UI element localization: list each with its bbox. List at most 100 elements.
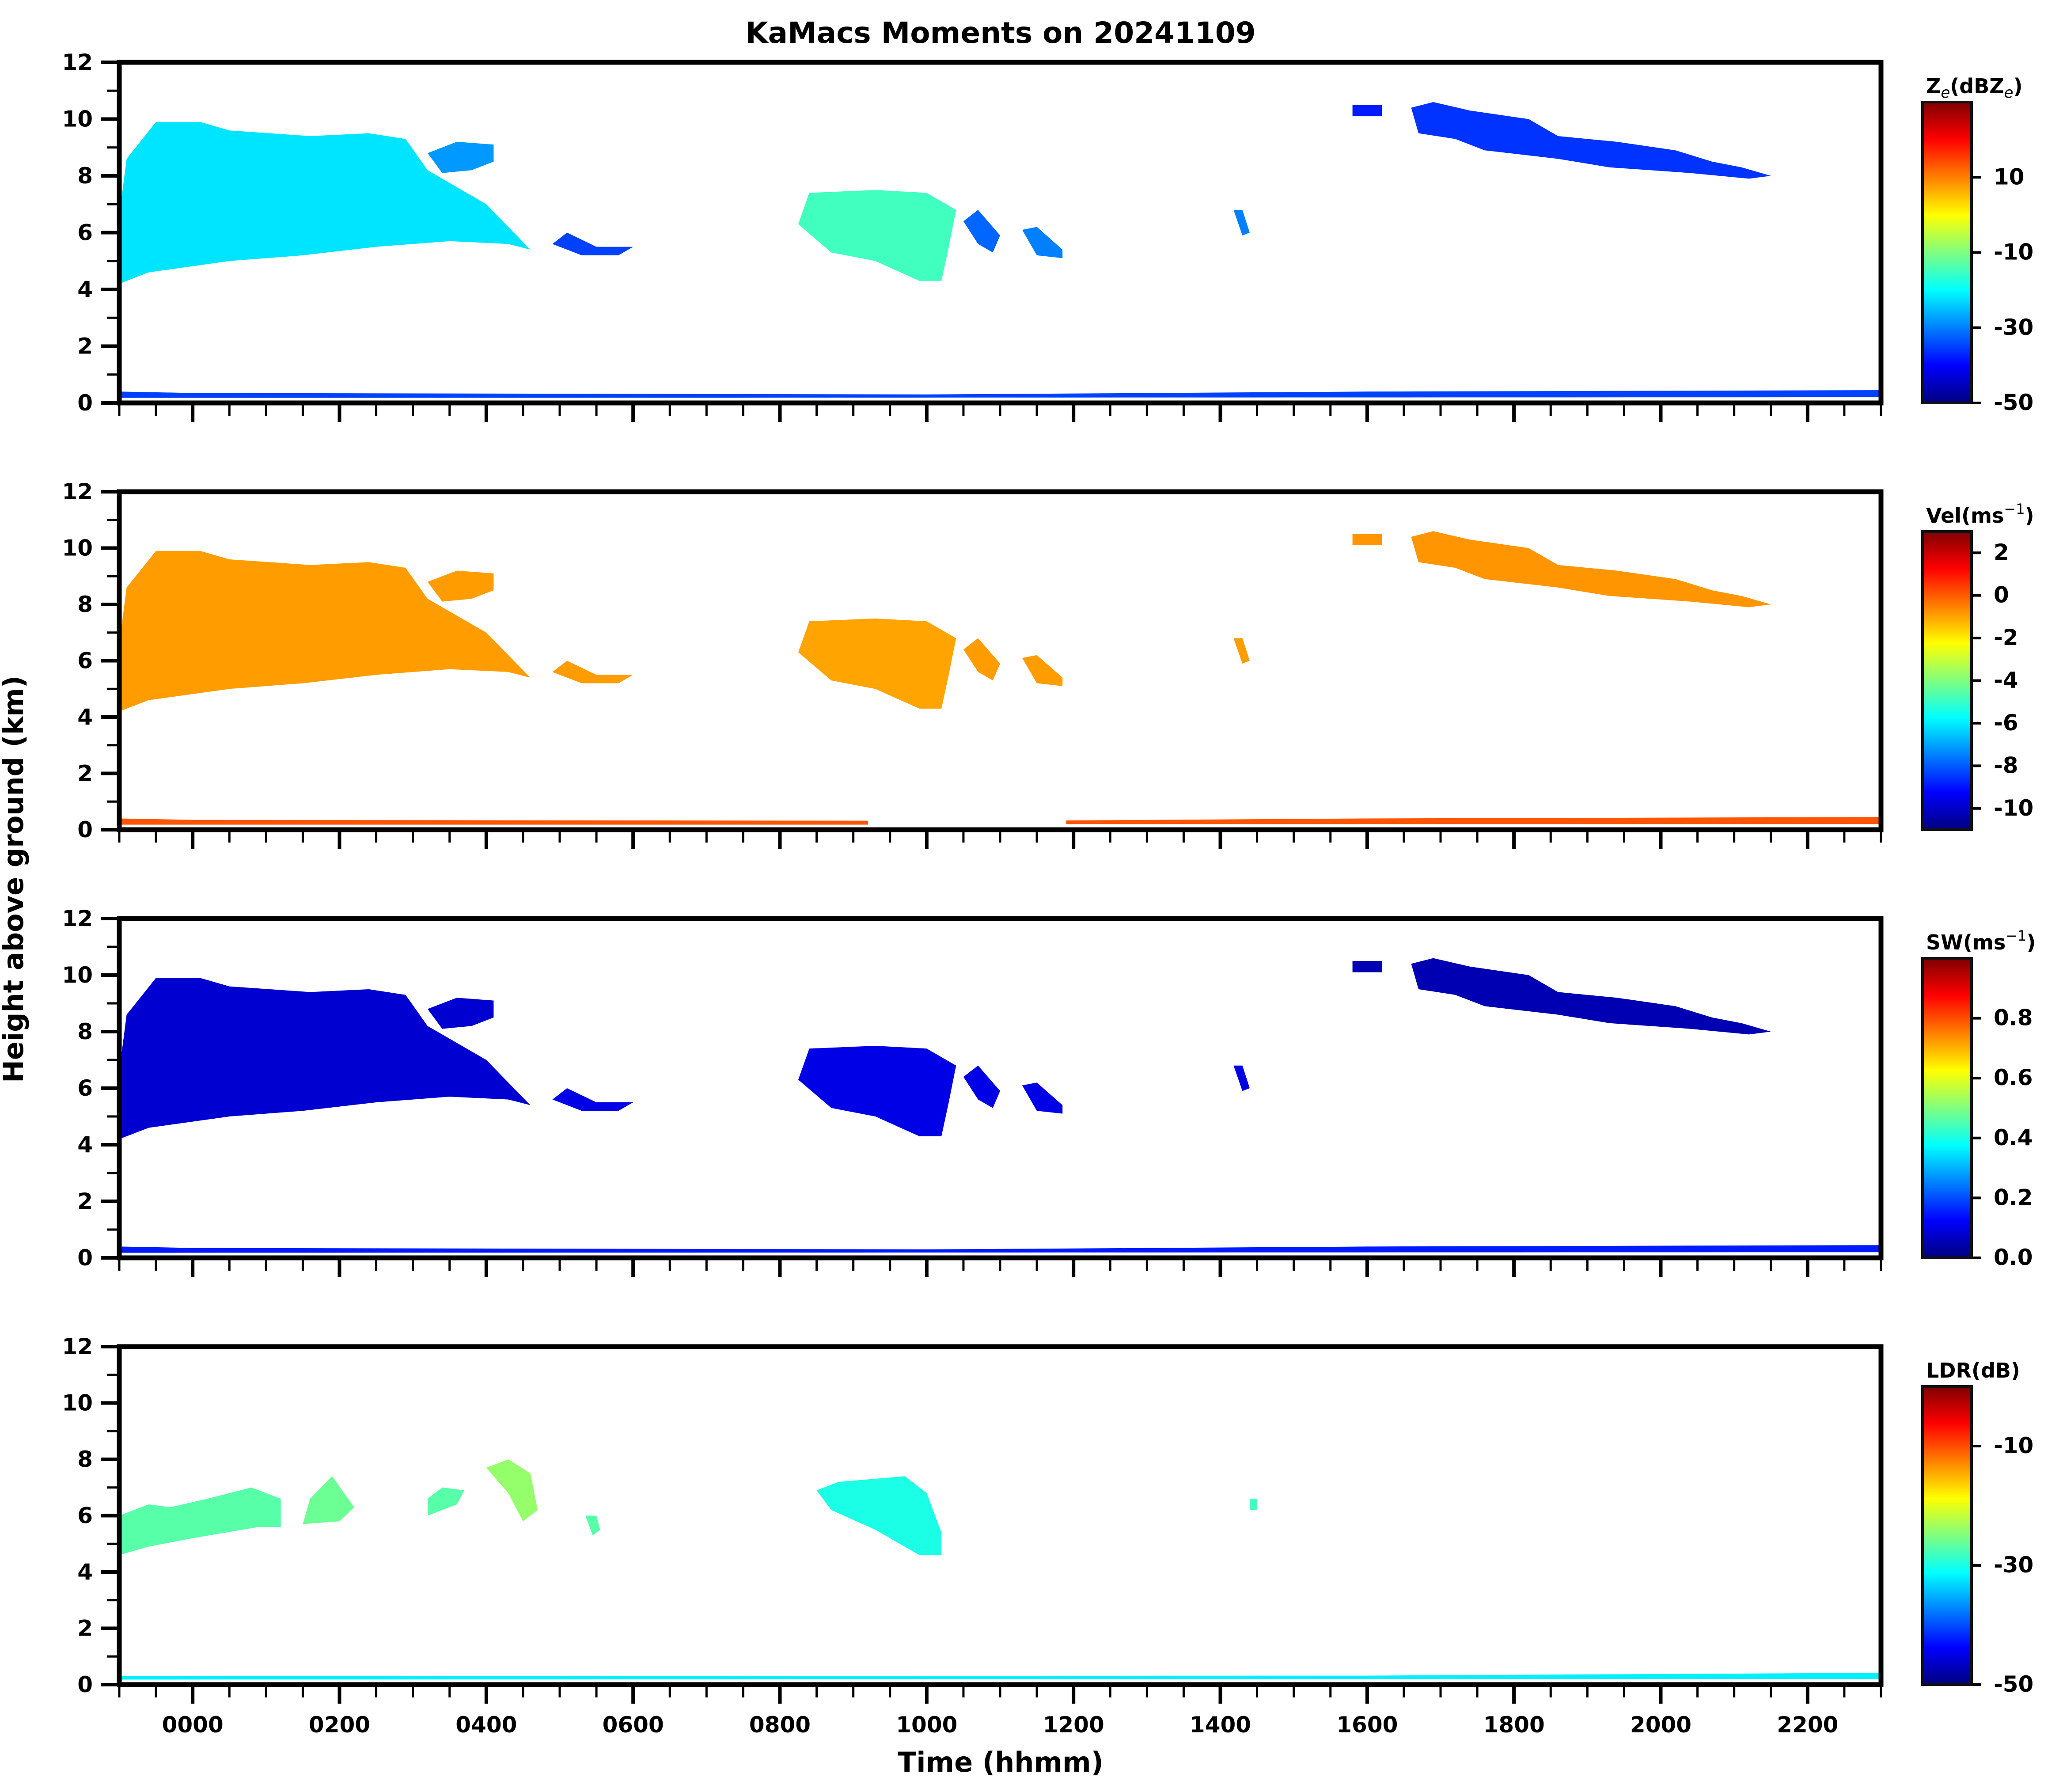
x-axis-label: Time (hhmm) [898,1746,1104,1778]
echo-region [427,1487,464,1516]
colorbar-tick-label: -30 [1994,1552,2033,1578]
y-tick-label: 8 [77,163,93,189]
colorbar-tick-label: 0.0 [1994,1245,2033,1270]
y-tick-label: 12 [62,1334,93,1359]
x-tick-label: 1000 [896,1712,957,1738]
colorbar-label: LDR(dB) [1926,1359,2020,1382]
x-tick-label: 2000 [1630,1712,1691,1738]
y-tick-label: 6 [77,1503,93,1529]
colorbar-tick-label: 0 [1994,582,2009,608]
echo-region [119,121,531,284]
x-tick-label: 0400 [455,1712,517,1738]
x-tick-label: 1400 [1190,1712,1251,1738]
echo-region [1022,655,1063,686]
colorbar-label-part: ) [2014,74,2023,98]
colorbar-tick-label: 0.6 [1994,1065,2033,1090]
echo-region [798,190,956,281]
echo-region [427,141,494,173]
echo-region [585,1515,600,1536]
echo-region [119,1673,1881,1680]
colorbar-label-part: Z [1926,74,1941,98]
echo-region [963,638,1000,681]
y-tick-label: 4 [77,1132,93,1158]
y-tick-label: 12 [62,49,93,75]
colorbar-tick-label: -8 [1994,752,2018,778]
y-tick-label: 2 [77,1188,93,1214]
y-tick-label: 2 [77,1616,93,1641]
colorbar-label: SW(ms−1) [1926,927,2036,954]
colorbar-label-part: e [1941,84,1950,102]
colorbar-label: Vel(ms−1) [1926,501,2034,528]
echo-region [119,390,1881,398]
x-tick-label: 0000 [162,1712,224,1738]
colorbar-label-part: −1 [2006,927,2026,944]
x-tick-label: 0800 [749,1712,811,1738]
echo-region [1352,105,1382,117]
x-tick-label: 0600 [603,1712,664,1738]
y-tick-label: 6 [77,648,93,674]
echo-region [1352,534,1382,546]
colorbar-label-part: (dBZ [1950,74,2004,98]
echo-region [1233,210,1250,235]
echo-region [119,551,531,712]
y-tick-label: 8 [77,592,93,617]
y-tick-label: 10 [62,535,93,561]
colorbar [1921,101,1973,404]
colorbar-label: Ze(dBZe) [1926,74,2023,102]
colorbar-label-part: SW(ms [1926,930,2006,954]
colorbar [1921,1385,1973,1686]
colorbar-tick-label: -10 [1994,1433,2033,1458]
echo-region [119,978,531,1139]
echo-region [963,210,1000,253]
y-tick-label: 2 [77,761,93,786]
y-tick-label: 12 [62,906,93,931]
colorbar-tick-label: 10 [1994,164,2025,190]
echo-region [119,818,868,825]
y-tick-label: 6 [77,1075,93,1101]
colorbar-label-part: Vel(ms [1926,504,2004,528]
echo-region [798,1046,956,1136]
colorbar-tick-label: -10 [1994,239,2033,265]
echo-region [303,1476,354,1524]
colorbar-tick-label: -50 [1994,390,2033,415]
echo-region [816,1476,942,1555]
y-tick-label: 0 [77,390,93,416]
chart-title: KaMacs Moments on 20241109 [745,16,1255,50]
echo-region [119,1245,1881,1253]
colorbar-tick-label: -50 [1994,1671,2033,1697]
echo-region [1411,531,1771,607]
colorbar-label-part: LDR(dB) [1926,1359,2020,1382]
colorbar-tick-label: -4 [1994,668,2018,693]
colorbar-tick-label: 0.4 [1994,1125,2033,1150]
echo-region [1411,102,1771,179]
colorbar-tick-label: -30 [1994,315,2033,340]
colorbar [1921,530,1973,831]
x-tick-label: 1600 [1336,1712,1398,1738]
echo-region [1352,961,1382,972]
echo-region [1022,1082,1063,1114]
colorbar-tick-label: -10 [1994,795,2033,821]
echo-region [1022,227,1063,258]
y-tick-label: 0 [77,1245,93,1271]
x-tick-label: 1200 [1043,1712,1104,1738]
echo-region [427,570,494,602]
y-tick-label: 4 [77,277,93,302]
y-tick-label: 4 [77,1559,93,1585]
y-tick-label: 4 [77,704,93,730]
x-tick-label: 2200 [1777,1712,1838,1738]
colorbar-tick-label: 2 [1994,539,2009,565]
y-tick-label: 8 [77,1019,93,1044]
echo-region [552,661,633,683]
panel-velocity: 0 2 4 6 8 10 12 2 0 -2 -4 -6 -8 -10 Vel(ms−1) [62,479,2034,849]
y-tick-label: 0 [77,817,93,843]
echo-region [1250,1499,1257,1510]
panel-spectrum_width: 0 2 4 6 8 10 12 0.8 0.6 0.4 0.2 0.0 SW(ms−1) [62,906,2036,1277]
colorbar-label-part: e [2004,84,2014,102]
x-tick-label: 0200 [309,1712,370,1738]
echo-region [552,1088,633,1111]
y-tick-label: 10 [62,1390,93,1416]
y-tick-label: 6 [77,220,93,246]
echo-region [1411,958,1771,1035]
colorbar-tick-label: -2 [1994,625,2018,650]
